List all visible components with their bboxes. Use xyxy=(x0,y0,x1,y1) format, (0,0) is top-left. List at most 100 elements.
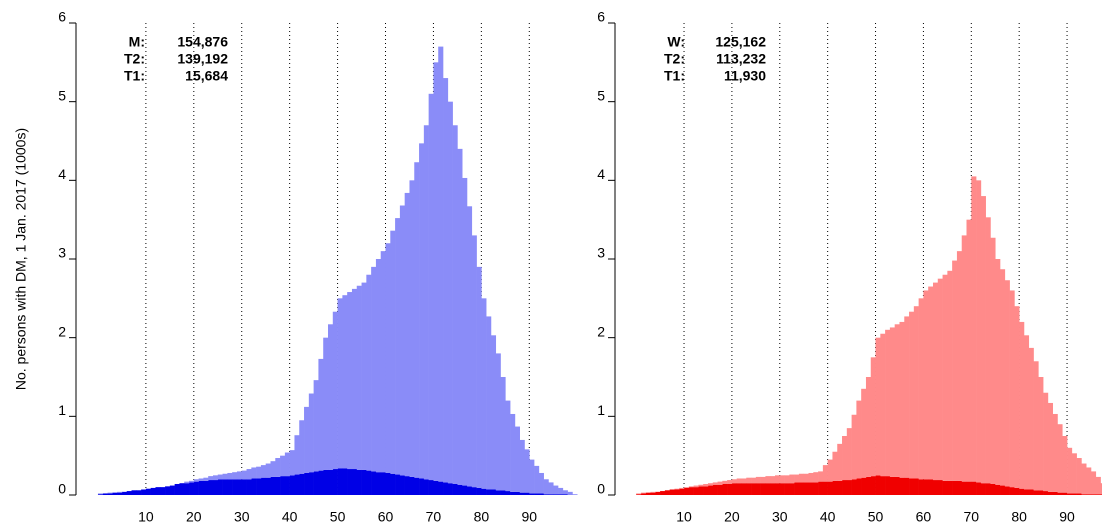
bar xyxy=(375,259,382,473)
bar xyxy=(684,487,690,488)
bar xyxy=(447,483,453,495)
bar xyxy=(899,477,905,495)
bar xyxy=(562,490,568,495)
x-tick-label: 50 xyxy=(330,509,346,525)
bar xyxy=(323,469,329,495)
bar xyxy=(260,477,266,495)
bar xyxy=(529,459,535,494)
bar xyxy=(481,298,487,489)
bar xyxy=(865,377,872,477)
bar xyxy=(514,426,520,492)
bar xyxy=(299,420,305,474)
bar xyxy=(543,494,549,495)
bar xyxy=(155,487,161,495)
bar xyxy=(443,78,449,483)
bar xyxy=(837,480,843,495)
bar xyxy=(328,324,334,470)
bar xyxy=(1043,491,1049,495)
bar xyxy=(1000,485,1006,495)
y-tick-label: 3 xyxy=(58,245,66,261)
bar xyxy=(452,125,458,484)
legend-label: W: xyxy=(667,34,685,50)
bar xyxy=(755,476,761,484)
bar xyxy=(409,476,415,495)
bar xyxy=(655,491,661,495)
bar xyxy=(256,478,262,495)
bar xyxy=(1067,493,1073,495)
bar xyxy=(534,493,540,495)
bar xyxy=(1019,321,1025,489)
bar xyxy=(342,295,348,469)
bar xyxy=(755,483,761,495)
bar xyxy=(1004,486,1010,495)
bar xyxy=(1090,471,1097,495)
bar xyxy=(870,357,876,477)
bar xyxy=(875,337,881,476)
bar xyxy=(798,482,805,495)
bar xyxy=(760,476,766,484)
bar xyxy=(736,483,742,495)
bar xyxy=(347,469,353,495)
bar xyxy=(803,482,809,495)
bar xyxy=(727,480,733,484)
bar xyxy=(1028,489,1034,495)
x-tick-label: 30 xyxy=(234,509,250,525)
bar xyxy=(304,472,310,495)
bar xyxy=(457,484,463,495)
y-axis-title: No. persons with DM, 1 Jan. 2017 (1000s) xyxy=(13,128,29,390)
bar xyxy=(875,475,881,495)
bar xyxy=(107,492,113,494)
bar xyxy=(409,180,415,477)
bar xyxy=(684,487,690,495)
bar xyxy=(1023,489,1030,495)
bar xyxy=(500,490,506,495)
bar xyxy=(361,469,367,495)
bar xyxy=(351,288,358,470)
bar xyxy=(189,482,195,495)
bar xyxy=(990,483,996,495)
bar xyxy=(332,311,338,470)
bar xyxy=(856,400,862,479)
bar xyxy=(529,493,535,495)
bar xyxy=(928,286,934,480)
bar xyxy=(514,491,520,495)
bar xyxy=(246,469,252,480)
bar xyxy=(419,478,425,495)
bar xyxy=(447,101,453,484)
bar xyxy=(918,479,924,495)
bar xyxy=(851,479,857,495)
bar xyxy=(703,486,709,495)
bar xyxy=(299,473,305,495)
bar xyxy=(112,492,118,495)
bar xyxy=(236,479,243,495)
bar xyxy=(313,380,319,472)
bar xyxy=(97,493,104,495)
bar xyxy=(765,483,771,495)
bar xyxy=(995,484,1001,495)
bar xyxy=(198,480,204,495)
bar xyxy=(486,489,492,495)
bar xyxy=(1052,491,1058,495)
bar xyxy=(832,480,838,495)
bar xyxy=(712,482,718,485)
bar xyxy=(640,492,647,494)
bar xyxy=(375,472,382,495)
bar xyxy=(328,469,334,495)
bar xyxy=(558,494,564,495)
y-tick-label: 2 xyxy=(58,323,66,339)
bar xyxy=(337,298,343,469)
bar xyxy=(976,180,982,483)
y-tick-label: 6 xyxy=(597,9,605,25)
bar xyxy=(1009,290,1015,488)
bar xyxy=(284,476,290,495)
plot-area xyxy=(97,23,578,495)
legend-label: T2: xyxy=(664,51,685,67)
bar xyxy=(1095,476,1101,495)
bar xyxy=(366,470,372,495)
bar xyxy=(275,476,281,495)
legend-label: T1: xyxy=(664,68,685,84)
bar xyxy=(885,476,891,495)
bar xyxy=(722,483,728,495)
bar xyxy=(184,481,190,484)
bar xyxy=(121,491,128,495)
